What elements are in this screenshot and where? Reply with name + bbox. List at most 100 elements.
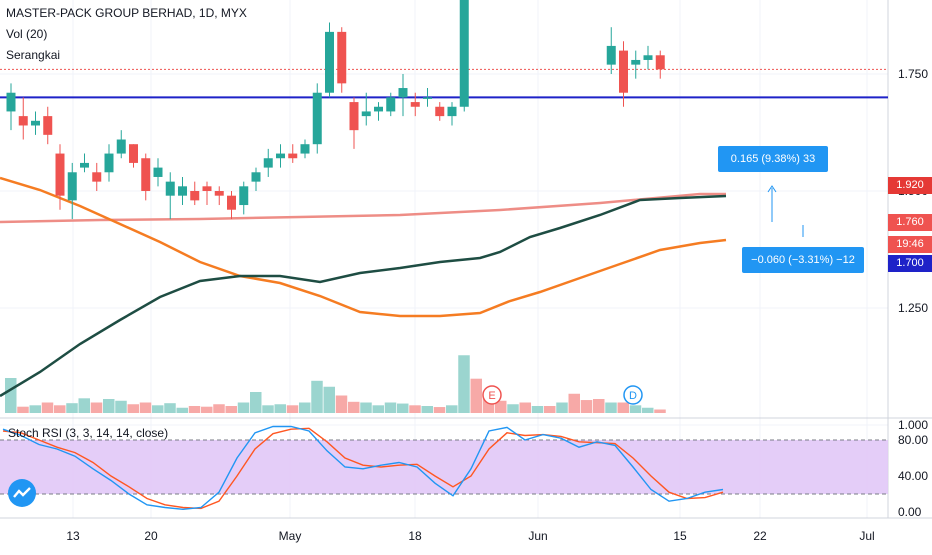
volume-bar-16 bbox=[201, 406, 213, 413]
volume-bar-5 bbox=[66, 403, 78, 413]
volume-bar-45 bbox=[556, 402, 568, 413]
candle-body-18 bbox=[227, 195, 236, 210]
candle-body-32 bbox=[398, 88, 408, 98]
measure-up-box[interactable]: 0.165 (9.38%) 33 bbox=[718, 146, 828, 172]
volume-bar-47 bbox=[580, 400, 593, 413]
volume-bar-31 bbox=[384, 402, 397, 413]
candle-body-52 bbox=[643, 55, 653, 60]
candle-body-11 bbox=[141, 158, 151, 191]
candle-body-23 bbox=[288, 153, 298, 159]
candle-body-16 bbox=[202, 186, 212, 191]
volume-bar-18 bbox=[225, 406, 237, 413]
price-badge-low: 1.700 bbox=[888, 255, 932, 272]
volume-bar-44 bbox=[544, 406, 556, 413]
time-axis-label-0: 13 bbox=[66, 529, 80, 543]
volume-bar-38 bbox=[470, 378, 482, 413]
volume-bar-34 bbox=[421, 406, 433, 413]
volume-bar-35 bbox=[433, 407, 446, 413]
moving-average-label: Serangkai bbox=[6, 48, 61, 62]
volume-bar-17 bbox=[213, 404, 225, 413]
volume-bar-4 bbox=[54, 405, 66, 413]
candle-body-53 bbox=[655, 55, 665, 70]
time-axis-label-4: Jun bbox=[528, 529, 547, 543]
event-dividend-marker: D bbox=[623, 385, 643, 405]
rsi-axis-label-2: 0.00 bbox=[898, 505, 922, 519]
candle-body-29 bbox=[361, 111, 371, 117]
candle-body-35 bbox=[435, 106, 445, 117]
pink-moving-average bbox=[0, 192, 726, 224]
volume-bar-53 bbox=[654, 409, 666, 413]
volume-bar-25 bbox=[311, 380, 323, 413]
candle-body-14 bbox=[178, 186, 187, 196]
volume-bar-30 bbox=[372, 405, 384, 413]
rsi-axis-label-0: 80.00 bbox=[898, 433, 928, 447]
orange-moving-average bbox=[0, 176, 727, 318]
candle-body-19 bbox=[239, 186, 249, 206]
candle-body-5 bbox=[67, 172, 77, 201]
candle-body-1 bbox=[18, 116, 28, 126]
tradingview-logo-icon[interactable] bbox=[8, 479, 36, 507]
volume-bar-33 bbox=[409, 405, 421, 413]
volume-bar-22 bbox=[274, 404, 286, 413]
candle-body-22 bbox=[276, 153, 285, 159]
price-badge-last: 1.760 bbox=[888, 214, 932, 231]
candle-body-10 bbox=[129, 144, 138, 163]
volume-bar-1 bbox=[17, 406, 29, 413]
candle-body-33 bbox=[410, 102, 420, 107]
candle-body-28 bbox=[349, 102, 359, 131]
candle-body-51 bbox=[631, 59, 641, 65]
svg-text:D: D bbox=[629, 390, 637, 402]
volume-indicator-label: Vol (20) bbox=[6, 27, 48, 41]
time-axis-label-6: 22 bbox=[753, 529, 767, 543]
candle-body-13 bbox=[165, 181, 175, 196]
candle-body-26 bbox=[325, 31, 334, 93]
time-axis-label-3: 18 bbox=[408, 529, 422, 543]
volume-bar-8 bbox=[103, 399, 115, 413]
volume-bar-26 bbox=[323, 386, 335, 413]
volume-bar-14 bbox=[176, 407, 188, 413]
candle-body-49 bbox=[606, 45, 616, 65]
candle-body-31 bbox=[386, 97, 396, 112]
measure-down-box[interactable]: −0.060 (−3.31%) −12 bbox=[742, 247, 864, 273]
volume-bar-13 bbox=[164, 403, 176, 413]
candle-body-30 bbox=[374, 106, 383, 112]
volume-bar-15 bbox=[188, 406, 201, 413]
candle-body-15 bbox=[190, 191, 200, 201]
candle-body-20 bbox=[251, 172, 261, 182]
price-badge-high: 1.920 bbox=[888, 177, 932, 194]
volume-bar-19 bbox=[237, 402, 250, 413]
measure-up-arrowhead bbox=[767, 185, 777, 193]
volume-bar-21 bbox=[262, 405, 274, 413]
svg-text:E: E bbox=[488, 390, 495, 402]
volume-bar-6 bbox=[78, 398, 90, 413]
volume-bar-52 bbox=[642, 407, 654, 413]
price-axis-label-3: 1.750 bbox=[898, 67, 928, 81]
volume-bar-42 bbox=[519, 402, 531, 413]
candle-body-3 bbox=[43, 116, 53, 135]
candle-body-0 bbox=[6, 92, 16, 112]
stoch-rsi-label: Stoch RSI (3, 3, 14, 14, close) bbox=[8, 426, 169, 440]
volume-bar-51 bbox=[629, 405, 642, 413]
volume-bar-0 bbox=[5, 378, 17, 413]
volume-bar-46 bbox=[568, 393, 580, 413]
candle-body-12 bbox=[153, 167, 163, 177]
time-axis-label-1: 20 bbox=[144, 529, 158, 543]
candle-body-6 bbox=[80, 162, 89, 168]
dark-moving-average bbox=[0, 194, 727, 398]
candle-body-2 bbox=[31, 120, 40, 126]
volume-bar-41 bbox=[507, 404, 519, 413]
volume-bar-50 bbox=[617, 402, 629, 413]
price-axis-label-5: 1.250 bbox=[898, 301, 928, 315]
rsi-axis-label-1: 40.00 bbox=[898, 469, 928, 483]
symbol-title: MASTER-PACK GROUP BERHAD, 1D, MYX bbox=[6, 6, 247, 20]
candle-body-25 bbox=[312, 92, 322, 145]
volume-bar-43 bbox=[531, 406, 544, 413]
volume-bar-32 bbox=[397, 403, 409, 413]
candle-body-27 bbox=[337, 31, 347, 84]
volume-bar-48 bbox=[593, 399, 605, 413]
event-earnings-marker: E bbox=[482, 385, 502, 405]
volume-bar-29 bbox=[360, 402, 372, 413]
candle-body-34 bbox=[423, 97, 432, 99]
